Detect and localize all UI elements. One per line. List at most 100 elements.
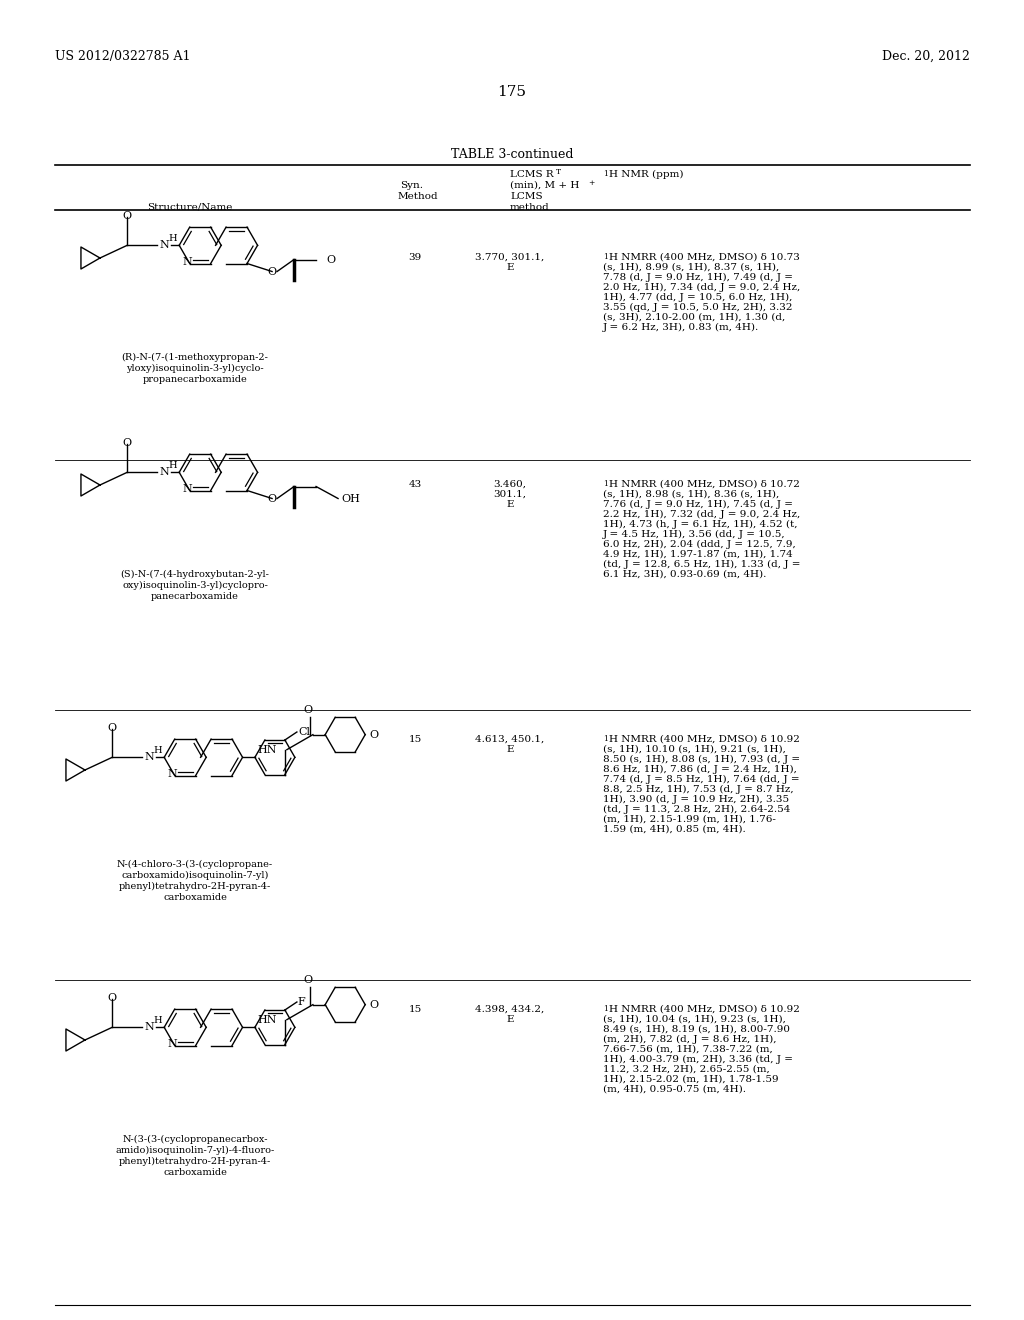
Text: 1: 1 [603, 1005, 608, 1012]
Text: Method: Method [398, 191, 438, 201]
Text: (s, 1H), 10.04 (s, 1H), 9.23 (s, 1H),: (s, 1H), 10.04 (s, 1H), 9.23 (s, 1H), [603, 1015, 785, 1024]
Text: O: O [327, 255, 336, 264]
Text: HN: HN [257, 744, 276, 755]
Text: N: N [144, 752, 154, 763]
Text: carboxamide: carboxamide [163, 894, 227, 902]
Text: 7.74 (d, J = 8.5 Hz, 1H), 7.64 (dd, J =: 7.74 (d, J = 8.5 Hz, 1H), 7.64 (dd, J = [603, 775, 800, 784]
Text: N: N [183, 256, 193, 267]
Text: Syn.: Syn. [400, 181, 423, 190]
Text: 4.398, 434.2,: 4.398, 434.2, [475, 1005, 545, 1014]
Text: 11.2, 3.2 Hz, 2H), 2.65-2.55 (m,: 11.2, 3.2 Hz, 2H), 2.65-2.55 (m, [603, 1065, 770, 1074]
Text: 3.55 (qd, J = 10.5, 5.0 Hz, 2H), 3.32: 3.55 (qd, J = 10.5, 5.0 Hz, 2H), 3.32 [603, 304, 793, 312]
Text: (m, 1H), 2.15-1.99 (m, 1H), 1.76-: (m, 1H), 2.15-1.99 (m, 1H), 1.76- [603, 814, 776, 824]
Text: Structure/Name: Structure/Name [147, 203, 232, 213]
Text: Cl: Cl [298, 727, 310, 737]
Text: carboxamido)isoquinolin-7-yl): carboxamido)isoquinolin-7-yl) [121, 871, 268, 880]
Text: O: O [123, 211, 132, 222]
Text: 15: 15 [409, 1005, 422, 1014]
Text: 1: 1 [603, 253, 608, 261]
Text: O: O [303, 705, 312, 714]
Text: Dec. 20, 2012: Dec. 20, 2012 [882, 50, 970, 63]
Text: panecarboxamide: panecarboxamide [152, 591, 239, 601]
Text: 7.66-7.56 (m, 1H), 7.38-7.22 (m,: 7.66-7.56 (m, 1H), 7.38-7.22 (m, [603, 1045, 773, 1053]
Text: H: H [168, 234, 177, 243]
Text: N: N [168, 768, 177, 779]
Text: (R)-N-(7-(1-methoxypropan-2-: (R)-N-(7-(1-methoxypropan-2- [122, 352, 268, 362]
Text: N: N [144, 1022, 154, 1032]
Text: T: T [556, 168, 561, 176]
Text: 1H), 2.15-2.02 (m, 1H), 1.78-1.59: 1H), 2.15-2.02 (m, 1H), 1.78-1.59 [603, 1074, 778, 1084]
Text: 1: 1 [603, 170, 608, 178]
Text: TABLE 3-continued: TABLE 3-continued [451, 148, 573, 161]
Text: H: H [154, 1016, 162, 1024]
Text: E: E [506, 744, 514, 754]
Text: H NMRR (400 MHz, DMSO) δ 10.92: H NMRR (400 MHz, DMSO) δ 10.92 [609, 1005, 800, 1014]
Text: 2.2 Hz, 1H), 7.32 (dd, J = 9.0, 2.4 Hz,: 2.2 Hz, 1H), 7.32 (dd, J = 9.0, 2.4 Hz, [603, 510, 800, 519]
Text: phenyl)tetrahydro-2H-pyran-4-: phenyl)tetrahydro-2H-pyran-4- [119, 1158, 271, 1166]
Text: 1H), 4.77 (dd, J = 10.5, 6.0 Hz, 1H),: 1H), 4.77 (dd, J = 10.5, 6.0 Hz, 1H), [603, 293, 793, 302]
Text: (s, 1H), 10.10 (s, 1H), 9.21 (s, 1H),: (s, 1H), 10.10 (s, 1H), 9.21 (s, 1H), [603, 744, 785, 754]
Text: E: E [506, 263, 514, 272]
Text: O: O [123, 438, 132, 449]
Text: 8.8, 2.5 Hz, 1H), 7.53 (d, J = 8.7 Hz,: 8.8, 2.5 Hz, 1H), 7.53 (d, J = 8.7 Hz, [603, 785, 794, 795]
Text: 1H), 4.73 (h, J = 6.1 Hz, 1H), 4.52 (t,: 1H), 4.73 (h, J = 6.1 Hz, 1H), 4.52 (t, [603, 520, 798, 529]
Text: N: N [159, 240, 169, 251]
Text: carboxamide: carboxamide [163, 1168, 227, 1177]
Text: 4.613, 450.1,: 4.613, 450.1, [475, 735, 545, 744]
Text: J = 6.2 Hz, 3H), 0.83 (m, 4H).: J = 6.2 Hz, 3H), 0.83 (m, 4H). [603, 323, 759, 333]
Text: F: F [298, 997, 305, 1007]
Text: O: O [370, 730, 378, 739]
Text: H NMRR (400 MHz, DMSO) δ 10.73: H NMRR (400 MHz, DMSO) δ 10.73 [609, 253, 800, 261]
Text: phenyl)tetrahydro-2H-pyran-4-: phenyl)tetrahydro-2H-pyran-4- [119, 882, 271, 891]
Text: O: O [108, 994, 117, 1003]
Text: 7.78 (d, J = 9.0 Hz, 1H), 7.49 (d, J =: 7.78 (d, J = 9.0 Hz, 1H), 7.49 (d, J = [603, 273, 793, 282]
Text: +: + [588, 180, 594, 187]
Text: amido)isoquinolin-7-yl)-4-fluoro-: amido)isoquinolin-7-yl)-4-fluoro- [116, 1146, 274, 1155]
Text: 1: 1 [603, 480, 608, 488]
Text: E: E [506, 500, 514, 510]
Text: (m, 4H), 0.95-0.75 (m, 4H).: (m, 4H), 0.95-0.75 (m, 4H). [603, 1085, 746, 1094]
Text: 8.50 (s, 1H), 8.08 (s, 1H), 7.93 (d, J =: 8.50 (s, 1H), 8.08 (s, 1H), 7.93 (d, J = [603, 755, 800, 764]
Text: (min), M + H: (min), M + H [510, 181, 580, 190]
Text: oxy)isoquinolin-3-yl)cyclopro-: oxy)isoquinolin-3-yl)cyclopro- [122, 581, 268, 590]
Text: N-(4-chloro-3-(3-(cyclopropane-: N-(4-chloro-3-(3-(cyclopropane- [117, 861, 273, 869]
Text: OH: OH [341, 494, 360, 503]
Text: O: O [108, 723, 117, 734]
Text: 7.76 (d, J = 9.0 Hz, 1H), 7.45 (d, J =: 7.76 (d, J = 9.0 Hz, 1H), 7.45 (d, J = [603, 500, 793, 510]
Text: propanecarboxamide: propanecarboxamide [142, 375, 248, 384]
Text: O: O [303, 974, 312, 985]
Text: 8.49 (s, 1H), 8.19 (s, 1H), 8.00-7.90: 8.49 (s, 1H), 8.19 (s, 1H), 8.00-7.90 [603, 1026, 790, 1034]
Text: (S)-N-(7-(4-hydroxybutan-2-yl-: (S)-N-(7-(4-hydroxybutan-2-yl- [121, 570, 269, 579]
Text: (s, 1H), 8.99 (s, 1H), 8.37 (s, 1H),: (s, 1H), 8.99 (s, 1H), 8.37 (s, 1H), [603, 263, 779, 272]
Text: 4.9 Hz, 1H), 1.97-1.87 (m, 1H), 1.74: 4.9 Hz, 1H), 1.97-1.87 (m, 1H), 1.74 [603, 550, 793, 558]
Text: 1: 1 [603, 735, 608, 743]
Text: N-(3-(3-(cyclopropanecarbox-: N-(3-(3-(cyclopropanecarbox- [122, 1135, 267, 1144]
Text: 1H), 3.90 (d, J = 10.9 Hz, 2H), 3.35: 1H), 3.90 (d, J = 10.9 Hz, 2H), 3.35 [603, 795, 790, 804]
Text: H: H [154, 746, 162, 755]
Text: (m, 2H), 7.82 (d, J = 8.6 Hz, 1H),: (m, 2H), 7.82 (d, J = 8.6 Hz, 1H), [603, 1035, 776, 1044]
Text: LCMS: LCMS [510, 191, 543, 201]
Text: 1H), 4.00-3.79 (m, 2H), 3.36 (td, J =: 1H), 4.00-3.79 (m, 2H), 3.36 (td, J = [603, 1055, 793, 1064]
Text: US 2012/0322785 A1: US 2012/0322785 A1 [55, 50, 190, 63]
Text: 2.0 Hz, 1H), 7.34 (dd, J = 9.0, 2.4 Hz,: 2.0 Hz, 1H), 7.34 (dd, J = 9.0, 2.4 Hz, [603, 282, 800, 292]
Text: LCMS R: LCMS R [510, 170, 554, 180]
Text: (s, 1H), 8.98 (s, 1H), 8.36 (s, 1H),: (s, 1H), 8.98 (s, 1H), 8.36 (s, 1H), [603, 490, 779, 499]
Text: O: O [267, 494, 276, 503]
Text: H NMRR (400 MHz, DMSO) δ 10.72: H NMRR (400 MHz, DMSO) δ 10.72 [609, 480, 800, 488]
Text: HN: HN [257, 1015, 276, 1024]
Text: (td, J = 11.3, 2.8 Hz, 2H), 2.64-2.54: (td, J = 11.3, 2.8 Hz, 2H), 2.64-2.54 [603, 805, 791, 814]
Text: 6.1 Hz, 3H), 0.93-0.69 (m, 4H).: 6.1 Hz, 3H), 0.93-0.69 (m, 4H). [603, 570, 766, 579]
Text: E: E [506, 1015, 514, 1024]
Text: O: O [267, 267, 276, 276]
Text: H NMR (ppm): H NMR (ppm) [609, 170, 683, 180]
Text: yloxy)isoquinolin-3-yl)cyclo-: yloxy)isoquinolin-3-yl)cyclo- [126, 364, 264, 374]
Text: O: O [370, 999, 378, 1010]
Text: 3.460,: 3.460, [494, 480, 526, 488]
Text: N: N [168, 1039, 177, 1048]
Text: 6.0 Hz, 2H), 2.04 (ddd, J = 12.5, 7.9,: 6.0 Hz, 2H), 2.04 (ddd, J = 12.5, 7.9, [603, 540, 796, 549]
Text: 39: 39 [409, 253, 422, 261]
Text: 3.770, 301.1,: 3.770, 301.1, [475, 253, 545, 261]
Text: J = 4.5 Hz, 1H), 3.56 (dd, J = 10.5,: J = 4.5 Hz, 1H), 3.56 (dd, J = 10.5, [603, 531, 785, 539]
Text: (td, J = 12.8, 6.5 Hz, 1H), 1.33 (d, J =: (td, J = 12.8, 6.5 Hz, 1H), 1.33 (d, J = [603, 560, 801, 569]
Text: 8.6 Hz, 1H), 7.86 (d, J = 2.4 Hz, 1H),: 8.6 Hz, 1H), 7.86 (d, J = 2.4 Hz, 1H), [603, 766, 797, 774]
